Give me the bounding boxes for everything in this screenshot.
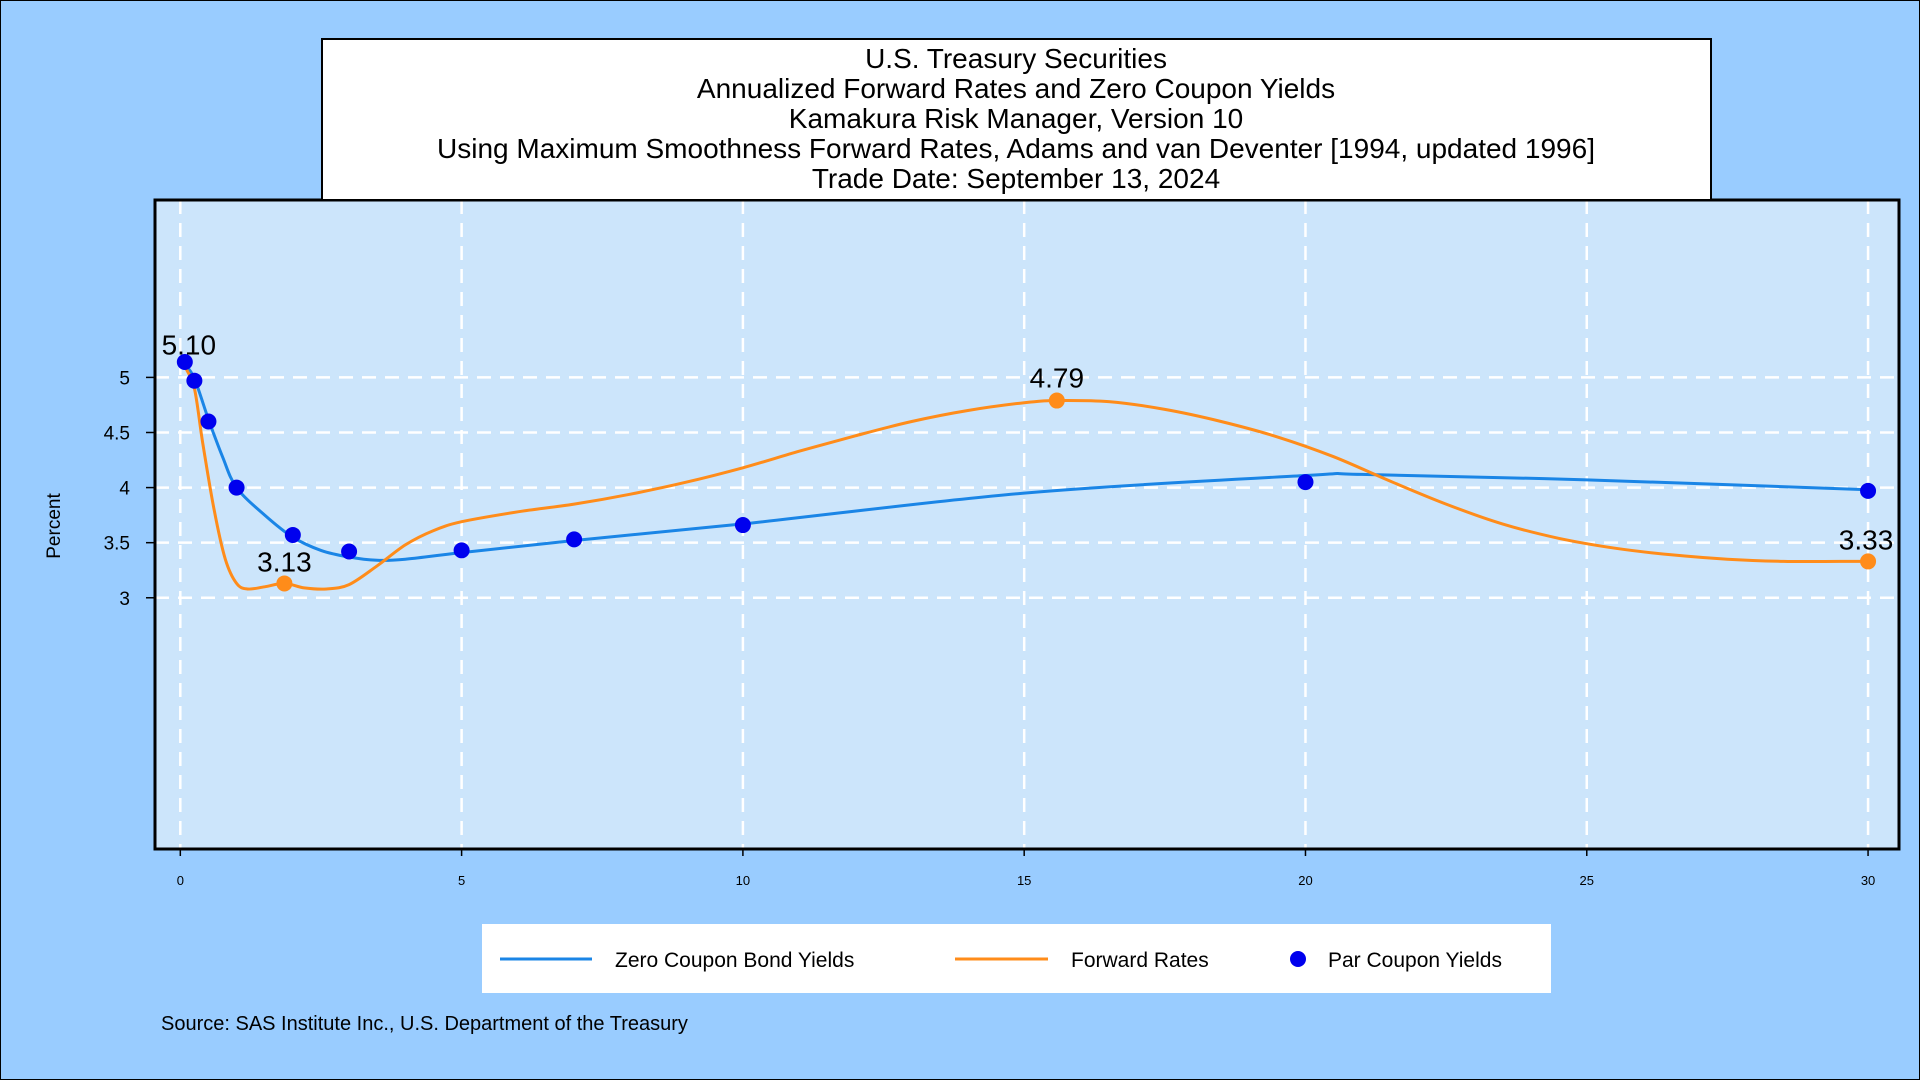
annotation-label-1: 3.13 — [257, 546, 312, 577]
y-tick-label-0: 3 — [119, 589, 130, 610]
annotation-label-2: 4.79 — [1030, 363, 1085, 394]
y-tick-label-4: 5 — [119, 368, 130, 389]
x-tick-label-2: 10 — [736, 873, 750, 888]
x-tick-label-0: 0 — [177, 873, 184, 888]
par-coupon-point-7 — [566, 531, 583, 548]
par-coupon-point-8 — [734, 517, 751, 534]
forward-rates-line — [183, 365, 1869, 591]
y-axis-ticks: 3 3.5 4 4.5 5 — [104, 368, 155, 610]
x-tick-label-3: 15 — [1017, 873, 1031, 888]
par-coupon-point-6 — [453, 542, 470, 559]
source-note: Source: SAS Institute Inc., U.S. Departm… — [161, 1013, 688, 1035]
y-tick-label-2: 4 — [119, 479, 130, 500]
y-tick-label-3: 4.5 — [104, 423, 130, 444]
chart-title-line-2: Annualized Forward Rates and Zero Coupon… — [697, 73, 1335, 104]
par-coupon-point-10 — [1860, 482, 1877, 499]
data-annotations: 5.10 3.13 4.79 3.33 — [162, 329, 1894, 592]
x-axis-ticks: 0 5 10 15 20 25 30 — [177, 849, 1875, 888]
par-coupon-point-9 — [1297, 474, 1314, 491]
par-coupon-point-3 — [228, 479, 245, 496]
x-tick-label-6: 30 — [1861, 873, 1875, 888]
par-coupon-point-2 — [200, 413, 217, 430]
chart-title-line-1: U.S. Treasury Securities — [865, 43, 1167, 74]
y-axis-label: Percent — [44, 493, 65, 559]
chart-title-line-5: Trade Date: September 13, 2024 — [812, 163, 1220, 194]
forward-rates-series — [183, 365, 1869, 591]
x-tick-label-5: 25 — [1580, 873, 1594, 888]
x-tick-label-4: 20 — [1298, 873, 1312, 888]
forward-rate-marker-3 — [1860, 553, 1877, 570]
par-coupon-point-0 — [176, 353, 193, 370]
title-box — [321, 38, 1712, 201]
par-coupon-series — [176, 353, 1877, 560]
legend-label-zero-coupon: Zero Coupon Bond Yields — [615, 949, 854, 972]
legend-swatch-par-coupon — [1290, 951, 1306, 967]
legend-label-forward-rates: Forward Rates — [1071, 949, 1209, 972]
forward-rate-marker-2 — [1048, 392, 1065, 409]
x-tick-label-1: 5 — [458, 873, 465, 888]
annotation-label-0: 5.10 — [162, 329, 217, 360]
par-coupon-point-4 — [284, 526, 301, 543]
par-coupon-point-5 — [341, 543, 358, 560]
legend-label-par-coupon: Par Coupon Yields — [1328, 949, 1502, 972]
plot-area — [155, 200, 1899, 849]
y-tick-label-1: 3.5 — [104, 534, 130, 555]
chart-title-line-3: Kamakura Risk Manager, Version 10 — [789, 103, 1243, 134]
forward-rate-marker-1 — [276, 575, 293, 592]
par-coupon-point-1 — [186, 372, 203, 389]
annotation-label-3: 3.33 — [1839, 524, 1894, 555]
chart-title-line-4: Using Maximum Smoothness Forward Rates, … — [437, 133, 1595, 164]
